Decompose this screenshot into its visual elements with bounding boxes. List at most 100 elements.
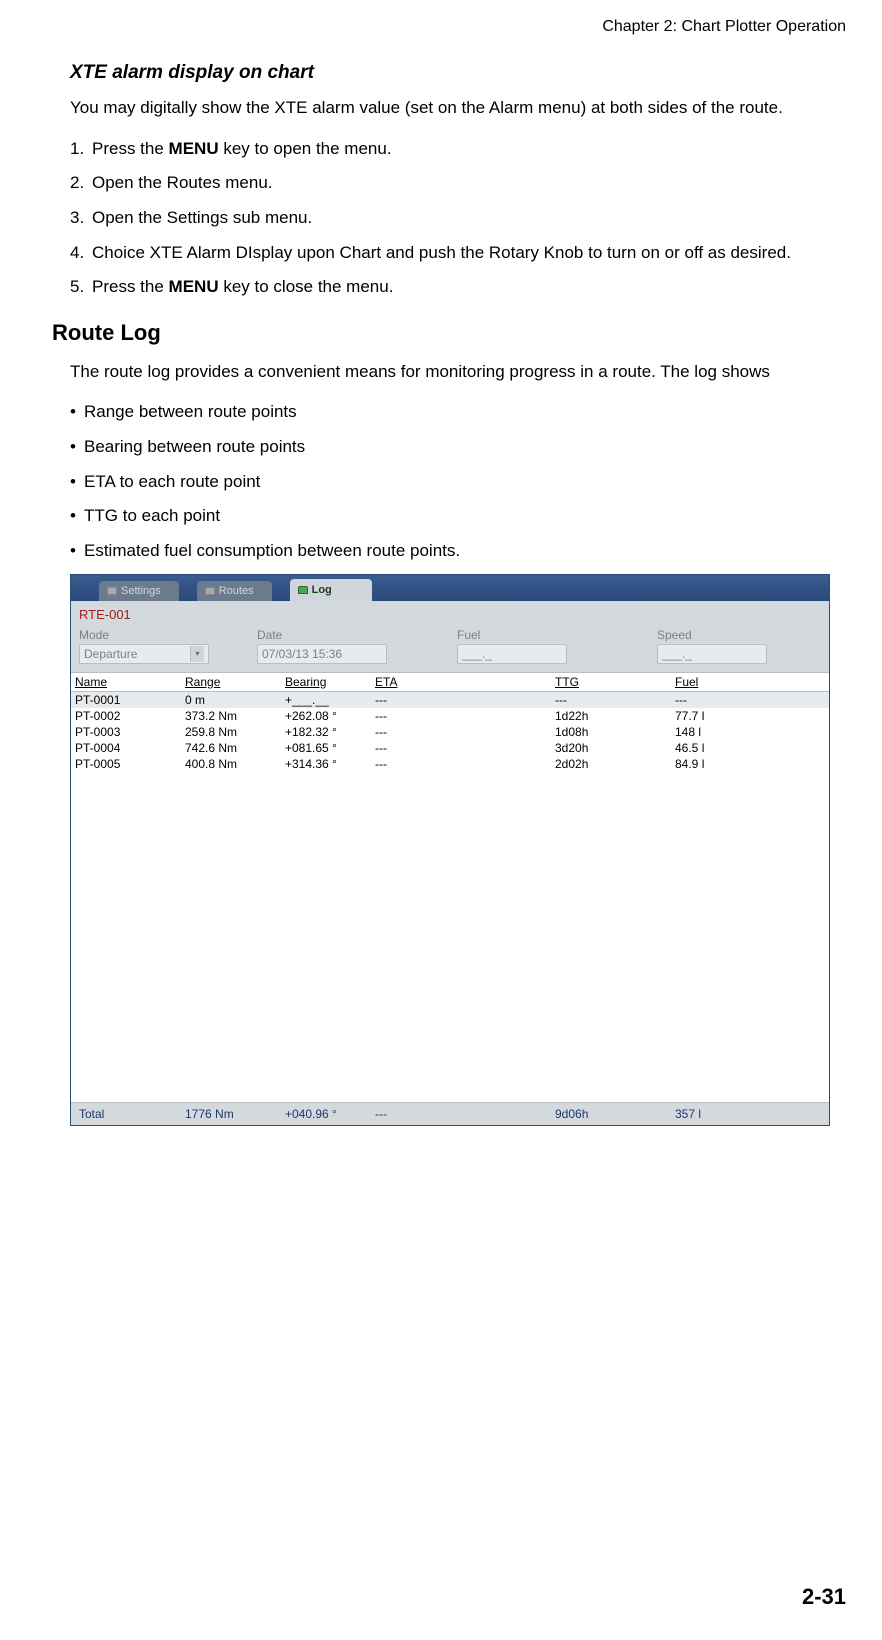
fields-row: Mode Departure ▾ Date 07/03/13 15:36 Fue…	[71, 628, 829, 672]
bullet-item: Estimated fuel consumption between route…	[70, 539, 846, 564]
column-header[interactable]: Fuel	[671, 673, 829, 692]
total-bearing: +040.96 °	[285, 1107, 375, 1121]
log-table: NameRangeBearingETATTGFuel PT-00010 m+__…	[71, 673, 829, 772]
bullet-item: ETA to each route point	[70, 470, 846, 495]
speed-field[interactable]: ___._	[657, 644, 767, 664]
column-header[interactable]: TTG	[551, 673, 671, 692]
fuel-field[interactable]: ___._	[457, 644, 567, 664]
cell-fuel: 46.5 l	[671, 740, 829, 756]
cell-eta: ---	[371, 756, 551, 772]
total-label: Total	[75, 1107, 185, 1121]
step-item: 5.Press the MENU key to close the menu.	[70, 275, 846, 300]
table-row[interactable]: PT-00010 m+___.__---------	[71, 691, 829, 708]
field-speed: Speed ___._	[657, 628, 767, 664]
fuel-label: Fuel	[457, 628, 567, 642]
field-mode: Mode Departure ▾	[79, 628, 209, 664]
cell-eta: ---	[371, 724, 551, 740]
date-label: Date	[257, 628, 387, 642]
section2-intro: The route log provides a convenient mean…	[70, 360, 846, 385]
total-ttg: 9d06h	[555, 1107, 675, 1121]
cell-ttg: 3d20h	[551, 740, 671, 756]
total-range: 1776 Nm	[185, 1107, 285, 1121]
step-item: 4.Choice XTE Alarm DIsplay upon Chart an…	[70, 241, 846, 266]
log-table-wrap: NameRangeBearingETATTGFuel PT-00010 m+__…	[71, 672, 829, 1102]
step-item: 2.Open the Routes menu.	[70, 171, 846, 196]
fuel-value: ___._	[462, 647, 492, 661]
column-header[interactable]: Name	[71, 673, 181, 692]
cell-range: 0 m	[181, 691, 281, 708]
column-header[interactable]: Range	[181, 673, 281, 692]
cell-ttg: 1d22h	[551, 708, 671, 724]
cell-fuel: 148 l	[671, 724, 829, 740]
cell-bearing: +___.__	[281, 691, 371, 708]
date-value: 07/03/13 15:36	[262, 647, 342, 661]
tab-icon	[107, 587, 117, 595]
cell-fuel: ---	[671, 691, 829, 708]
section-title-xte: XTE alarm display on chart	[70, 62, 846, 84]
mode-label: Mode	[79, 628, 209, 642]
tab-routes-label: Routes	[219, 585, 254, 597]
bullets-list: Range between route points Bearing betwee…	[70, 400, 846, 563]
cell-bearing: +314.36 °	[281, 756, 371, 772]
section-title-routelog: Route Log	[52, 320, 846, 346]
field-fuel: Fuel ___._	[457, 628, 567, 664]
tab-log-label: Log	[312, 584, 332, 596]
cell-ttg: 1d08h	[551, 724, 671, 740]
chapter-header: Chapter 2: Chart Plotter Operation	[52, 18, 846, 36]
speed-value: ___._	[662, 647, 692, 661]
table-header-row: NameRangeBearingETATTGFuel	[71, 673, 829, 692]
cell-eta: ---	[371, 691, 551, 708]
speed-label: Speed	[657, 628, 767, 642]
cell-bearing: +262.08 °	[281, 708, 371, 724]
step-item: 3.Open the Settings sub menu.	[70, 206, 846, 231]
table-row[interactable]: PT-0003259.8 Nm+182.32 °---1d08h148 l	[71, 724, 829, 740]
steps-list: 1.Press the MENU key to open the menu.2.…	[70, 137, 846, 300]
tab-bar: Settings Routes Log	[71, 575, 829, 601]
mode-dropdown[interactable]: Departure ▾	[79, 644, 209, 664]
route-log-screenshot: Settings Routes Log RTE-001 Mode Departu…	[70, 574, 830, 1126]
bullet-item: TTG to each point	[70, 504, 846, 529]
table-empty-space	[71, 772, 829, 1102]
field-date: Date 07/03/13 15:36	[257, 628, 387, 664]
total-eta: ---	[375, 1107, 555, 1121]
cell-name: PT-0005	[71, 756, 181, 772]
date-field[interactable]: 07/03/13 15:36	[257, 644, 387, 664]
cell-bearing: +081.65 °	[281, 740, 371, 756]
route-name: RTE-001	[71, 605, 829, 628]
cell-range: 400.8 Nm	[181, 756, 281, 772]
section1-intro: You may digitally show the XTE alarm val…	[70, 96, 846, 121]
cell-eta: ---	[371, 708, 551, 724]
cell-range: 742.6 Nm	[181, 740, 281, 756]
bullet-item: Range between route points	[70, 400, 846, 425]
cell-fuel: 77.7 l	[671, 708, 829, 724]
table-row[interactable]: PT-0005400.8 Nm+314.36 °---2d02h84.9 l	[71, 756, 829, 772]
cell-name: PT-0003	[71, 724, 181, 740]
total-row: Total 1776 Nm +040.96 ° --- 9d06h 357 l	[71, 1102, 829, 1125]
bullet-item: Bearing between route points	[70, 435, 846, 460]
cell-range: 373.2 Nm	[181, 708, 281, 724]
cell-name: PT-0002	[71, 708, 181, 724]
cell-eta: ---	[371, 740, 551, 756]
tab-settings[interactable]: Settings	[99, 581, 179, 601]
column-header[interactable]: Bearing	[281, 673, 371, 692]
page-number: 2-31	[802, 1584, 846, 1610]
tab-settings-label: Settings	[121, 585, 161, 597]
column-header[interactable]: ETA	[371, 673, 551, 692]
cell-bearing: +182.32 °	[281, 724, 371, 740]
cell-ttg: 2d02h	[551, 756, 671, 772]
cell-fuel: 84.9 l	[671, 756, 829, 772]
total-fuel: 357 l	[675, 1107, 701, 1121]
table-row[interactable]: PT-0004742.6 Nm+081.65 °---3d20h46.5 l	[71, 740, 829, 756]
cell-name: PT-0004	[71, 740, 181, 756]
table-row[interactable]: PT-0002373.2 Nm+262.08 °---1d22h77.7 l	[71, 708, 829, 724]
tab-icon	[298, 586, 308, 594]
log-panel-body: RTE-001 Mode Departure ▾ Date 07/03/13 1…	[71, 601, 829, 1125]
cell-range: 259.8 Nm	[181, 724, 281, 740]
mode-value: Departure	[84, 647, 137, 661]
cell-ttg: ---	[551, 691, 671, 708]
tab-routes[interactable]: Routes	[197, 581, 272, 601]
cell-name: PT-0001	[71, 691, 181, 708]
table-body: PT-00010 m+___.__---------PT-0002373.2 N…	[71, 691, 829, 772]
tab-log[interactable]: Log	[290, 579, 372, 601]
tab-icon	[205, 587, 215, 595]
